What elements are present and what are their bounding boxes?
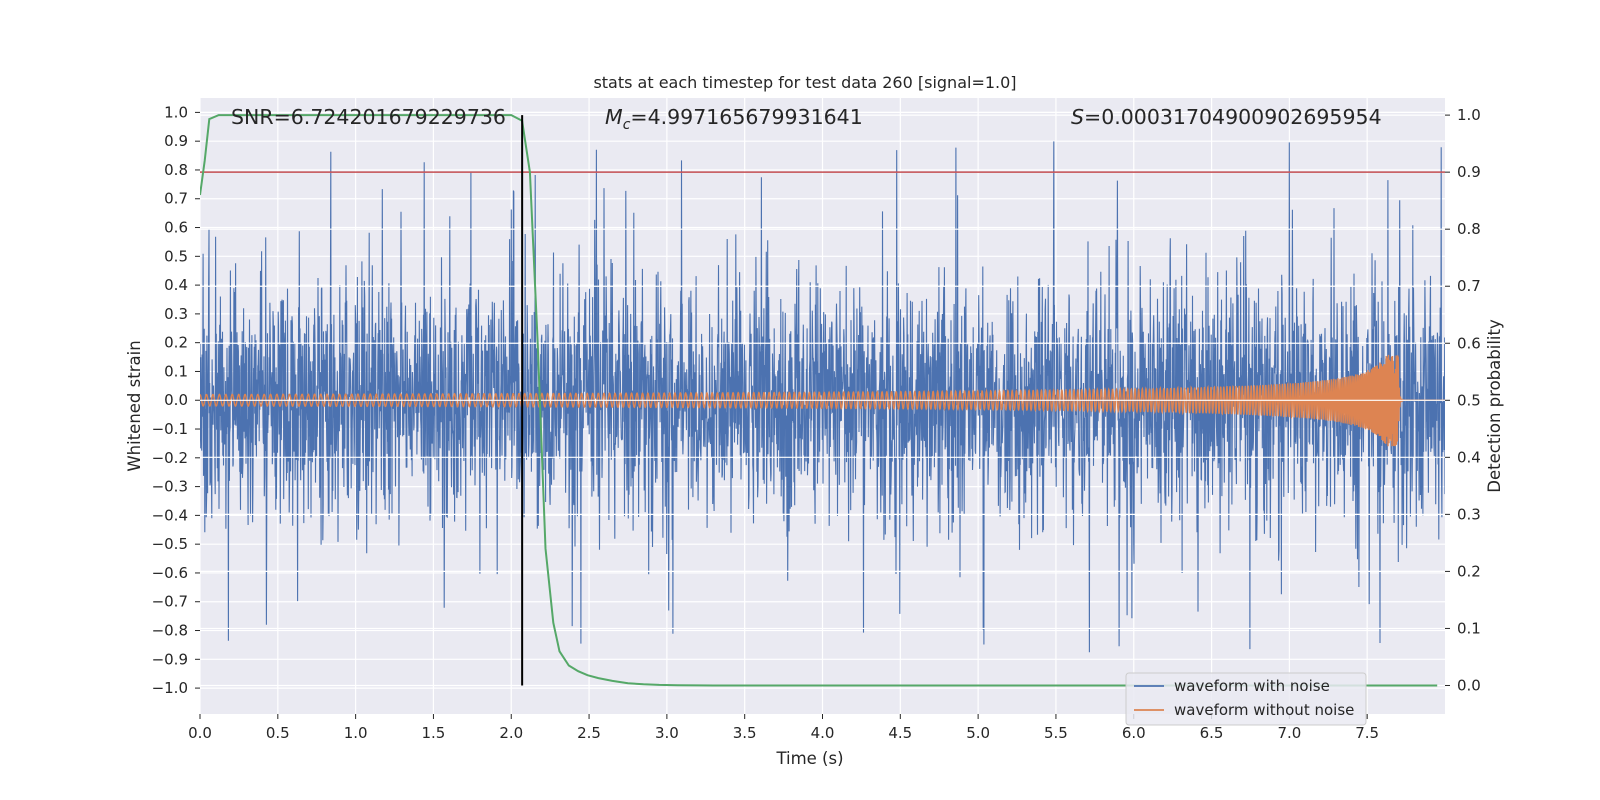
x-tick-label: 0.0: [188, 724, 212, 742]
y-tick-label: 0.6: [164, 219, 188, 237]
right-axis-grid: [200, 114, 1445, 687]
y-tick-label: −0.4: [152, 506, 188, 524]
legend-box: [1125, 672, 1367, 726]
chirp-mass-subscript: c: [623, 117, 631, 133]
right-y-tick-label: 0.2: [1457, 562, 1481, 580]
x-tick-label: 2.5: [577, 724, 601, 742]
y-tick-label: −0.2: [152, 449, 188, 467]
right-y-tick-label: 0.8: [1457, 220, 1481, 238]
right-y-tick-label: 0.5: [1457, 391, 1481, 409]
y-tick-label: 0.5: [164, 247, 188, 265]
y-tick-label: 0.7: [164, 190, 188, 208]
x-axis-label: Time (s): [775, 749, 843, 768]
x-tick-label: 7.5: [1355, 724, 1379, 742]
x-tick-label: 4.0: [811, 724, 835, 742]
x-tick-label: 6.0: [1122, 724, 1146, 742]
y-tick-label: −0.9: [152, 650, 188, 668]
legend-label-without-noise: waveform without noise: [1174, 701, 1354, 719]
right-y-tick-label: 0.6: [1457, 334, 1481, 352]
y-tick-label: −0.1: [152, 420, 188, 438]
y-tick-label: −0.6: [152, 564, 188, 582]
y-tick-label: −0.7: [152, 593, 188, 611]
signal-prob-annotation: S=0.00031704900902695954: [1071, 105, 1382, 129]
y-tick-label: 0.9: [164, 132, 188, 150]
right-y-tick-label: 0.9: [1457, 163, 1481, 181]
right-y-tick-label: 0.1: [1457, 619, 1481, 637]
right-y-tick-label: 0.0: [1457, 676, 1481, 694]
x-tick-label: 1.0: [344, 724, 368, 742]
legend-label-with-noise: waveform with noise: [1174, 677, 1330, 695]
left-y-axis-label: Whitened strain: [125, 340, 144, 471]
x-tick-label: 1.5: [422, 724, 446, 742]
y-tick-label: −0.5: [152, 535, 188, 553]
x-tick-label: 5.5: [1044, 724, 1068, 742]
x-axis-ticks: 0.0 0.5 1.0 1.5 2.0 2.5 3.0 3.5 4.0 4.5 5.0 5.5 6.0 6…: [188, 714, 1379, 742]
x-tick-label: 5.0: [966, 724, 990, 742]
right-y-tick-label: 1.0: [1457, 106, 1481, 124]
detection-probability-line: [200, 114, 1438, 687]
y-tick-label: 0.1: [164, 362, 188, 380]
right-y-tick-label: 0.4: [1457, 448, 1481, 466]
legend: waveform with noise waveform without noi…: [1125, 672, 1367, 726]
x-tick-label: 3.5: [733, 724, 757, 742]
left-y-axis-ticks: 1.0 0.9 0.8 0.7 0.6 0.5 0.4 0.3 0.2 0.1 0.0 −0.1 −0.…: [152, 103, 200, 697]
chirp-mass-annotation: Mc=4.997165679931641: [605, 105, 863, 133]
right-y-axis-ticks: 1.0 0.9 0.8 0.7 0.6 0.5 0.4 0.3 0.2 0.1 0.0: [1445, 106, 1481, 694]
y-tick-label: 0.3: [164, 305, 188, 323]
chirp-mass-symbol: M: [605, 105, 623, 129]
right-y-tick-label: 0.3: [1457, 505, 1481, 523]
x-tick-label: 7.0: [1277, 724, 1301, 742]
x-tick-label: 2.0: [499, 724, 523, 742]
y-tick-label: 0.2: [164, 334, 188, 352]
x-tick-label: 4.5: [888, 724, 912, 742]
y-tick-label: 0.0: [164, 391, 188, 409]
y-tick-label: −1.0: [152, 679, 188, 697]
x-tick-label: 6.5: [1200, 724, 1224, 742]
y-tick-label: −0.8: [152, 622, 188, 640]
signal-prob-symbol: S: [1071, 105, 1084, 129]
y-tick-label: 0.8: [164, 161, 188, 179]
signal-prob-value: =0.00031704900902695954: [1084, 105, 1382, 129]
snr-annotation: SNR=6.724201679229736: [231, 105, 506, 129]
y-tick-label: 0.4: [164, 276, 188, 294]
series-waveform-with-noise: [200, 141, 1445, 653]
right-y-tick-label: 0.7: [1457, 277, 1481, 295]
chirp-mass-value: =4.997165679931641: [630, 105, 862, 129]
x-tick-label: 0.5: [266, 724, 290, 742]
y-tick-label: −0.3: [152, 478, 188, 496]
y-tick-label: 1.0: [164, 103, 188, 121]
x-tick-label: 3.0: [655, 724, 679, 742]
chart-title: stats at each timestep for test data 260…: [593, 73, 1016, 92]
right-y-axis-label: Detection probability: [1485, 319, 1504, 493]
series-waveform-without-noise: [200, 354, 1445, 447]
